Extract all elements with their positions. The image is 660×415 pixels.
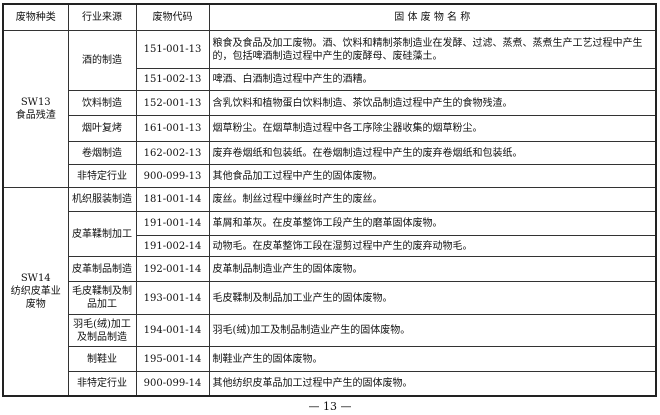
source-cell: 制鞋业	[67, 346, 137, 372]
category-code: SW14	[20, 272, 51, 284]
name-cell: 啤酒、白酒制造过程中产生的酒糟。	[208, 68, 657, 91]
code-cell: 195-001-14	[135, 346, 210, 372]
code-cell: 191-002-14	[135, 235, 210, 257]
source-cell: 毛皮鞣制及制品加工	[67, 281, 137, 315]
table-row: 191-002-14 动物毛。在皮革整饰工段在湿剪过程中产生的废弃动物毛。	[3, 235, 657, 257]
name-cell: 其他食品加工过程中产生的固体废物。	[208, 164, 657, 188]
code-cell: 181-001-14	[135, 187, 210, 212]
source-cell: 羽毛(绒)加工及制品制造	[67, 314, 137, 347]
table-row: 制鞋业 195-001-14 制鞋业产生的固体废物。	[3, 346, 657, 372]
name-cell: 烟草粉尘。在烟草制造过程中各工序除尘器收集的烟草粉尘。	[208, 115, 657, 142]
name-cell: 毛皮鞣制及制品加工业产生的固体废物。	[208, 281, 657, 315]
code-cell: 900-099-14	[135, 371, 210, 396]
table-row: 皮革鞣制加工 191-001-14 革屑和革灰。在皮革整饰工段产生的磨革固体废物…	[3, 211, 657, 257]
source-cell: 非特定行业	[67, 371, 137, 396]
table-row: SW14 纺织皮革业废物 机织服装制造 181-001-14 废丝。制丝过程中缫丝…	[2, 187, 657, 396]
name-cell: 羽毛(绒)加工及制品制造业产生的固体废物。	[208, 314, 657, 347]
code-cell: 161-001-13	[135, 115, 210, 142]
source-cell: 皮革鞣制加工	[67, 211, 137, 257]
table-row: 非特定行业 900-099-13 其他食品加工过程中产生的固体废物。	[3, 164, 657, 188]
name-cell: 其他纺织皮革品加工过程中产生的固体废物。	[208, 371, 657, 396]
header-category: 废物种类	[2, 3, 69, 31]
name-cell: 含乳饮料和植物蛋白饮料制造、茶饮品制造过程中产生的食物残渣。	[208, 90, 657, 116]
source-cell: 饮料制造	[67, 90, 137, 116]
table-row: 皮革制品制造 192-001-14 皮革制品制造业产生的固体废物。	[3, 256, 657, 282]
code-cell: 152-001-13	[135, 90, 210, 116]
table-row: 羽毛(绒)加工及制品制造 194-001-14 羽毛(绒)加工及制品制造业产生的…	[3, 314, 657, 347]
table-row: 毛皮鞣制及制品加工 193-001-14 毛皮鞣制及制品加工业产生的固体废物。	[3, 281, 657, 315]
name-cell: 废弃卷烟纸和包装纸。在卷烟制造过程中产生的废弃卷烟纸和包装纸。	[208, 141, 657, 165]
code-cell: 193-001-14	[135, 281, 210, 315]
table-row: 烟叶复烤 161-001-13 烟草粉尘。在烟草制造过程中各工序除尘器收集的烟草…	[3, 115, 657, 142]
source-cell: 酒的制造	[67, 30, 137, 91]
category-cell: SW13 食品残渣	[2, 30, 69, 188]
category-code: SW13	[20, 97, 51, 108]
code-cell: 191-001-14	[135, 211, 210, 236]
code-cell: 151-002-13	[135, 68, 210, 91]
table-row: SW13 食品残渣 酒的制造 151-001-13 粮食及食品及加工废物。酒、饮料…	[2, 30, 657, 188]
name-cell: 动物毛。在皮革整饰工段在湿剪过程中产生的废弃动物毛。	[208, 235, 657, 257]
waste-table: 废物种类 行业来源 废物代码 固 体 废 物 名 称 SW13 食品残渣 酒的制造…	[2, 3, 657, 397]
source-cell: 非特定行业	[67, 164, 137, 188]
header-code: 废物代码	[135, 3, 210, 31]
source-cell: 烟叶复烤	[67, 115, 137, 142]
page-number: — 13 —	[308, 400, 352, 413]
name-cell: 革屑和革灰。在皮革整饰工段产生的磨革固体废物。	[208, 211, 657, 236]
header-source: 行业来源	[67, 3, 137, 31]
code-cell: 192-001-14	[135, 256, 210, 282]
name-cell: 粮食及食品及加工废物。酒、饮料和精制茶制造业在发酵、过滤、蒸煮、蒸煮生产工艺过程…	[208, 30, 657, 69]
name-cell: 皮革制品制造业产生的固体废物。	[208, 256, 657, 282]
code-cell: 194-001-14	[135, 314, 210, 347]
category-name: 纺织皮革业废物	[10, 285, 61, 310]
source-cell: 皮革制品制造	[67, 256, 137, 282]
header-row: 废物种类 行业来源 废物代码 固 体 废 物 名 称	[2, 3, 657, 31]
source-cell: 机织服装制造	[67, 187, 137, 212]
code-cell: 151-001-13	[135, 30, 210, 69]
header-name: 固 体 废 物 名 称	[208, 3, 657, 31]
table-row: 饮料制造 152-001-13 含乳饮料和植物蛋白饮料制造、茶饮品制造过程中产生…	[3, 90, 657, 116]
category-cell: SW14 纺织皮革业废物	[2, 187, 69, 396]
category-name: 食品残渣	[15, 110, 56, 121]
table-row: 卷烟制造 162-002-13 废弃卷烟纸和包装纸。在卷烟制造过程中产生的废弃卷…	[3, 141, 657, 165]
code-cell: 162-002-13	[135, 141, 210, 165]
table-row: 非特定行业 900-099-14 其他纺织皮革品加工过程中产生的固体废物。	[3, 371, 657, 396]
code-cell: 900-099-13	[135, 164, 210, 188]
name-cell: 废丝。制丝过程中缫丝时产生的废丝。	[208, 187, 657, 212]
name-cell: 制鞋业产生的固体废物。	[208, 346, 657, 372]
source-cell: 卷烟制造	[67, 141, 137, 165]
